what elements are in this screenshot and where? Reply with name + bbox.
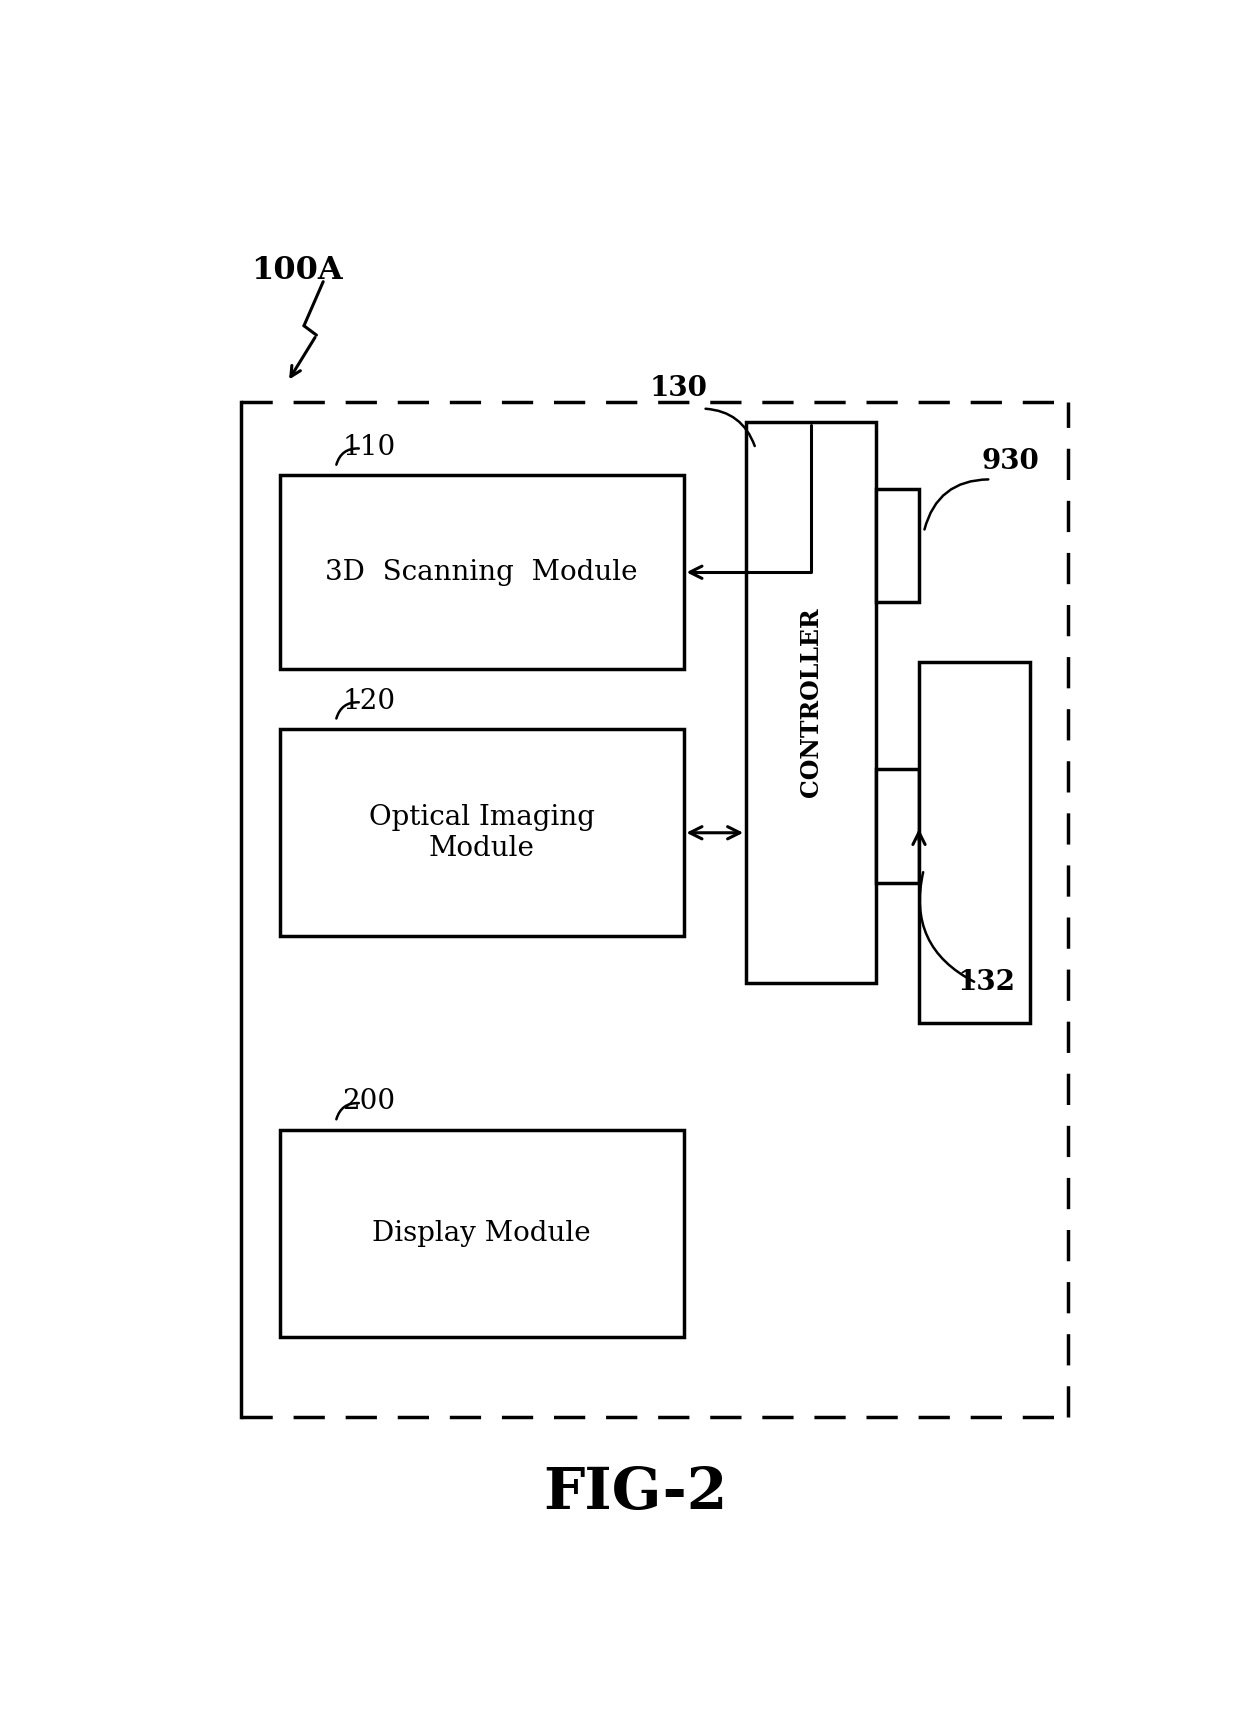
Bar xyxy=(875,769,919,883)
Text: CONTROLLER: CONTROLLER xyxy=(799,607,823,798)
Text: 930: 930 xyxy=(982,448,1039,475)
Text: 120: 120 xyxy=(342,687,396,715)
Bar xyxy=(919,663,1029,1024)
Text: 3D  Scanning  Module: 3D Scanning Module xyxy=(325,559,639,586)
Text: 132: 132 xyxy=(957,970,1016,996)
Text: 200: 200 xyxy=(342,1088,396,1116)
Text: Optical Imaging
Module: Optical Imaging Module xyxy=(368,803,595,862)
Bar xyxy=(280,729,683,937)
Text: 100A: 100A xyxy=(250,255,342,286)
Text: 110: 110 xyxy=(342,434,396,462)
Text: 130: 130 xyxy=(650,375,708,403)
Bar xyxy=(280,475,683,670)
Text: Display Module: Display Module xyxy=(372,1220,591,1247)
Bar xyxy=(875,489,919,602)
Text: FIG-2: FIG-2 xyxy=(543,1466,728,1522)
Bar xyxy=(280,1129,683,1338)
Bar xyxy=(746,422,875,984)
